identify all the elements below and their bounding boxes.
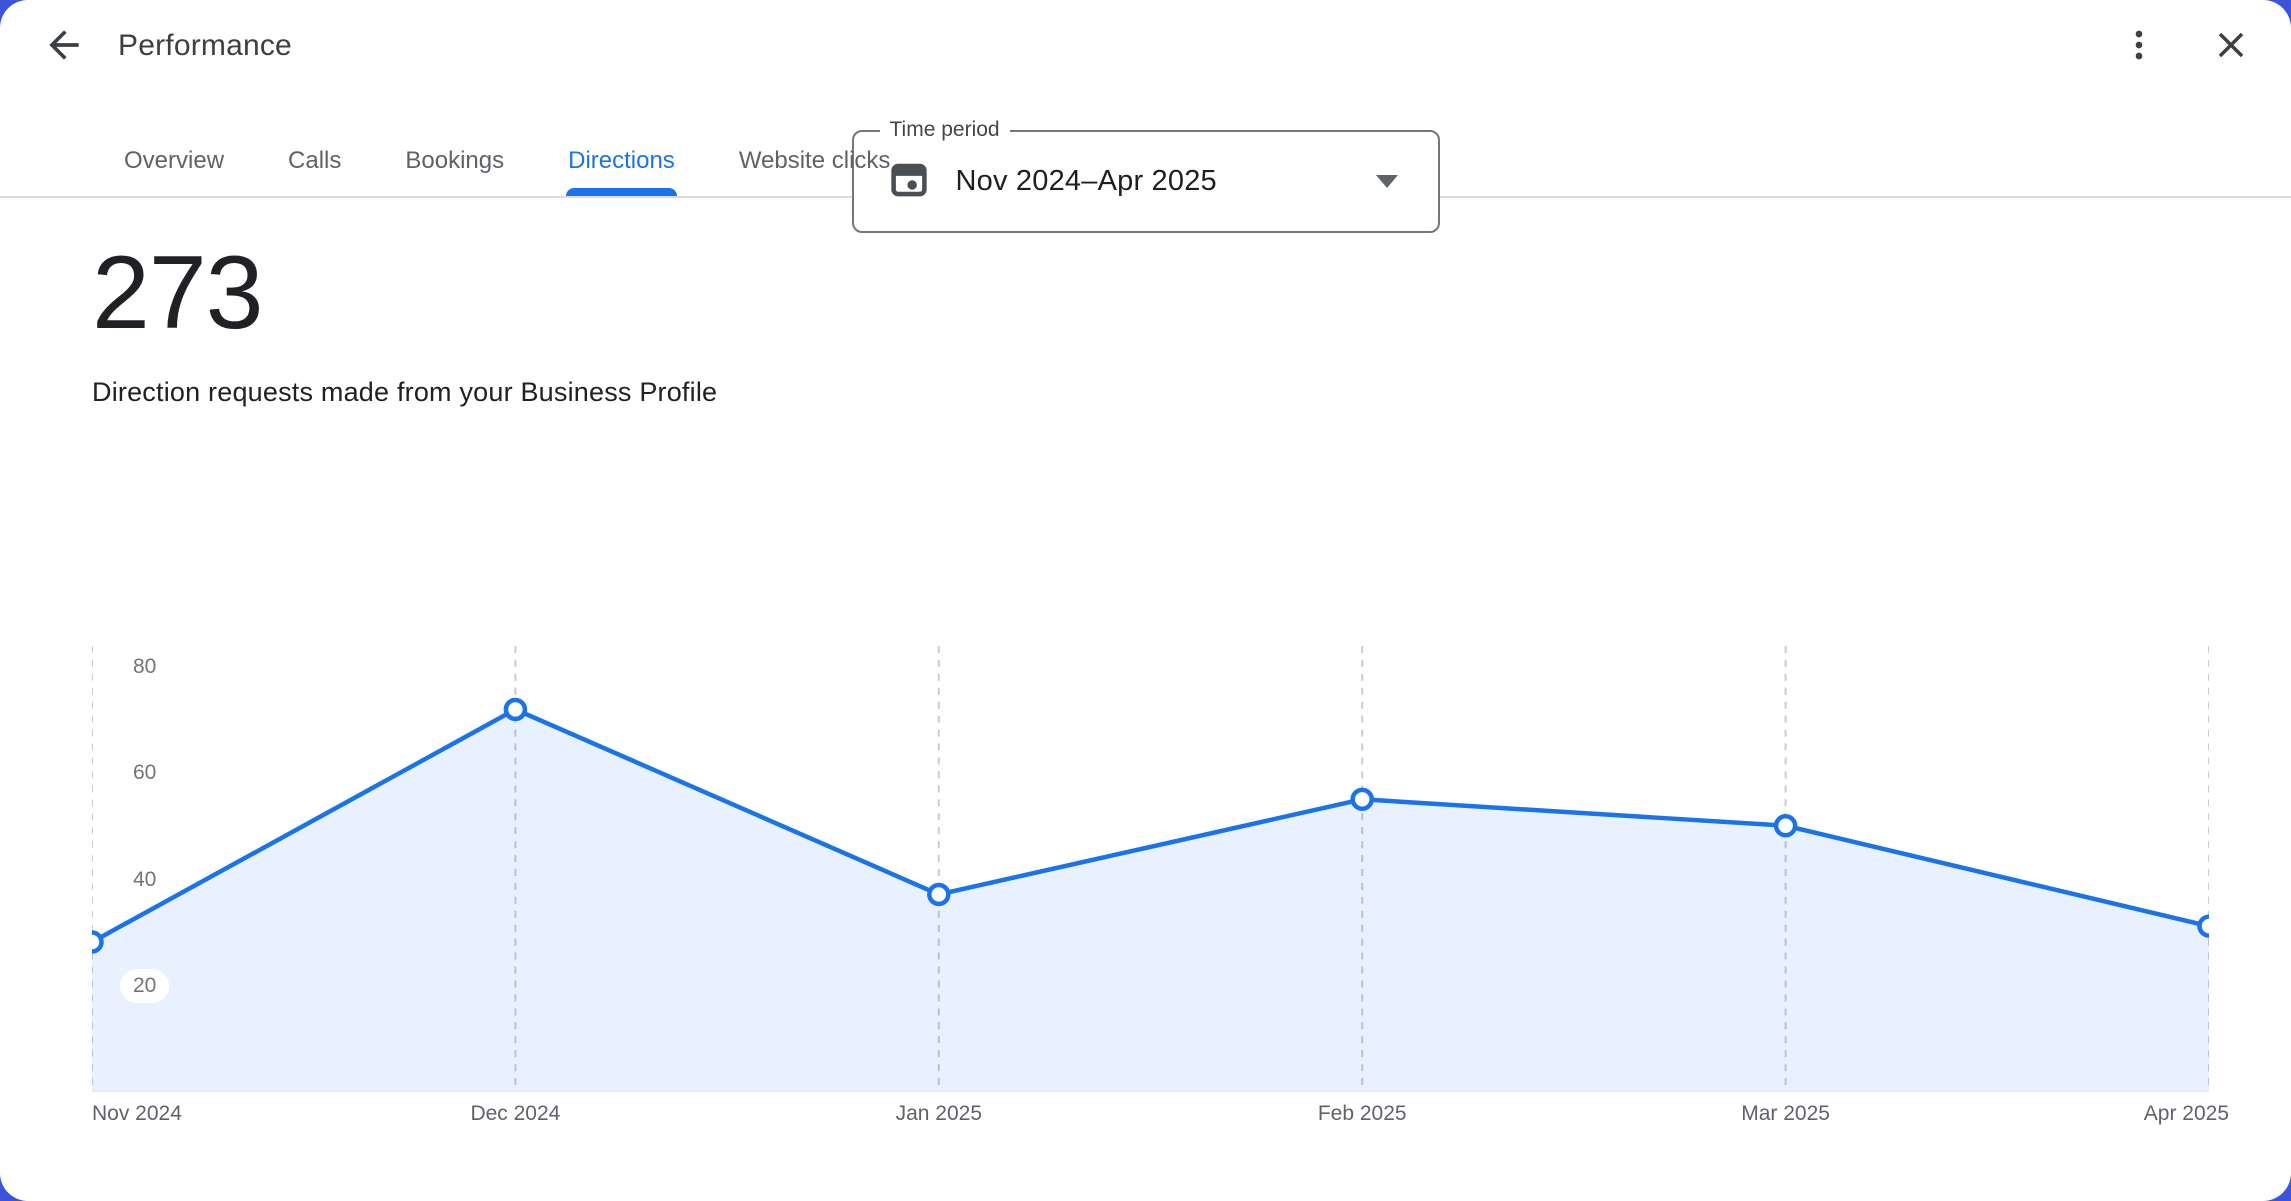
data-point-mar-2025[interactable] — [1773, 814, 1798, 838]
x-axis-label: Feb 2025 — [1317, 1102, 1407, 1125]
chart-x-axis: Nov 2024 Dec 2024 Jan 2025 Feb 2025 Mar 2025… — [92, 1102, 2229, 1142]
tab-label: Directions — [568, 147, 675, 174]
y-axis-tick: 60 — [120, 756, 170, 791]
dialog-header: Performance — [0, 0, 2291, 92]
tab-overview[interactable]: Overview — [122, 126, 226, 196]
y-axis-tick: 40 — [120, 862, 170, 897]
directions-chart: 20 40 60 80 — [92, 646, 2209, 1092]
tab-label: Overview — [124, 147, 225, 174]
x-axis-label: Jan 2025 — [895, 1102, 983, 1125]
metric-block: 273 Direction requests made from your Bu… — [0, 198, 2291, 408]
x-axis-label: Mar 2025 — [1741, 1102, 1830, 1125]
tab-label: Calls — [288, 147, 342, 174]
chart-area-fill — [92, 709, 2209, 1090]
tabs: Overview Calls Bookings Directions Website c… — [0, 126, 2291, 198]
tab-bookings[interactable]: Bookings — [403, 126, 506, 196]
tab-calls[interactable]: Calls — [286, 126, 343, 196]
y-axis-tick: 20 — [120, 968, 170, 1003]
data-point-dec-2024[interactable] — [503, 697, 528, 722]
x-axis-label: Nov 2024 — [92, 1102, 182, 1125]
chart-svg — [92, 646, 2209, 1090]
calendar-icon — [888, 158, 930, 205]
data-point-apr-2025[interactable] — [2197, 914, 2210, 938]
tab-label: Website clicks — [738, 147, 891, 174]
y-axis-tick: 80 — [120, 650, 170, 685]
x-axis-label: Apr 2025 — [2143, 1102, 2229, 1125]
tab-website-clicks[interactable]: Website clicks — [737, 126, 893, 196]
metric-description: Direction requests made from your Busine… — [92, 376, 718, 407]
active-tab-indicator — [566, 188, 677, 196]
back-button[interactable] — [38, 20, 90, 72]
metric-value: 273 — [92, 235, 264, 351]
dropdown-arrow-icon — [1375, 175, 1398, 188]
chart-line — [92, 707, 2209, 945]
time-period-select[interactable]: Time period Nov 2024–Apr 2025 — [851, 118, 1440, 233]
data-point-feb-2025[interactable] — [1350, 787, 1374, 811]
data-point-jan-2025[interactable] — [927, 882, 951, 907]
kebab-menu-icon — [2119, 25, 2159, 68]
close-icon — [2210, 24, 2252, 69]
tab-label: Bookings — [405, 147, 505, 174]
x-axis-label: Dec 2024 — [470, 1102, 561, 1125]
data-point-nov-2024[interactable] — [92, 930, 104, 954]
page-title: Performance — [118, 29, 292, 62]
more-options-button[interactable] — [2113, 20, 2165, 72]
time-period-label: Time period — [879, 118, 1010, 142]
close-button[interactable] — [2205, 20, 2257, 72]
time-period-value: Nov 2024–Apr 2025 — [955, 165, 1217, 197]
tab-directions[interactable]: Directions — [566, 126, 677, 196]
arrow-back-icon — [42, 23, 86, 70]
